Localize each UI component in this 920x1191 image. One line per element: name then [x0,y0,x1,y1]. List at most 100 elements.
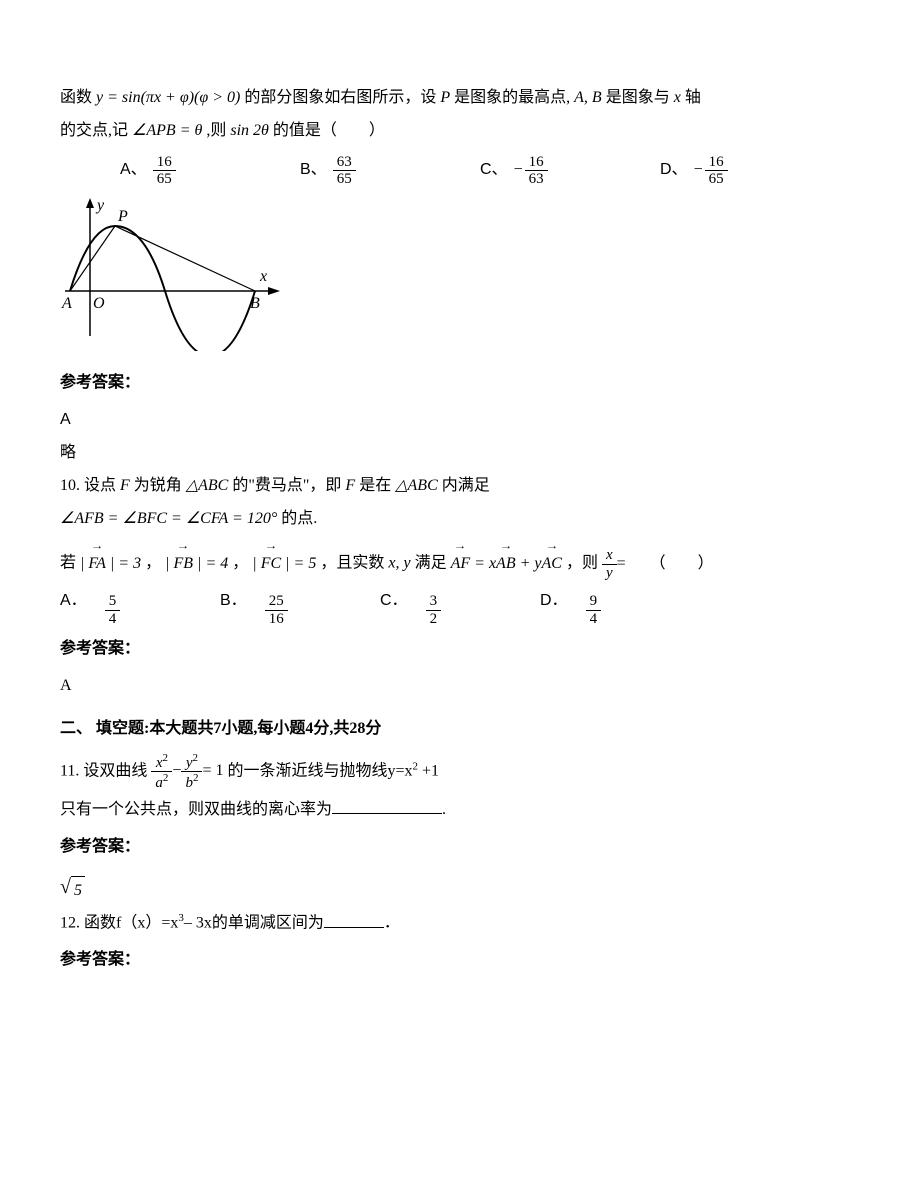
formula-angle: ∠APB = θ [132,122,202,139]
text: ,则 [206,122,226,139]
frac-num: 16 [525,154,548,172]
text: ． [384,915,400,932]
q11-line2: 只有一个公共点，则双曲线的离心率为. [60,796,860,825]
option-label: A． [60,587,87,616]
text: ， [232,555,248,572]
q9-option-b: B、 6365 [300,154,480,188]
frac-num: 16 [153,154,176,172]
q9-option-a: A、 1665 [120,154,300,188]
frac-num-var: x [156,755,163,771]
option-label: C、 [480,156,508,185]
text: 的值是（ ） [273,122,385,139]
q9-answer: A [60,406,860,435]
text: 是在 [359,477,391,494]
answer-blank [324,911,384,928]
answer-blank [332,797,442,814]
text: （ ） [650,555,714,572]
q10-option-d: D． 94 [540,587,700,627]
text: 只有一个公共点，则双曲线的离心率为 [60,801,332,818]
option-label: C． [380,587,408,616]
text: 12. 函数f（x）=x [60,915,178,932]
frac-den-var: b [185,775,193,791]
q12-line1: 12. 函数f（x）=x3– 3x的单调减区间为． [60,909,860,938]
q10-option-b: B． 2516 [220,587,380,627]
frac-den: y [602,565,617,582]
len-fa: | FA | = 3 [80,555,141,572]
point-p-label: P [117,208,128,225]
origin-label: O [93,295,105,312]
q10-options: A． 54 B． 2516 C． 32 D． 94 [60,587,860,627]
triangle: △ABC [186,477,229,494]
q9-line1: 函数 y = sin(πx + φ)(φ > 0) 的部分图象如右图所示，设 P… [60,84,860,113]
text: 满足 [415,555,447,572]
text: 10. 设点 [60,477,116,494]
sine-graph-svg: y x P A O B [60,196,290,351]
point-a-label: A [61,295,72,312]
q9-option-d: D、 −1665 [660,154,840,188]
option-label: B． [220,587,247,616]
triangle: △ABC [395,477,438,494]
option-label: D． [540,587,568,616]
point-b-label: B [250,295,260,312]
frac-num: 63 [333,154,356,172]
sqrt-val: 5 [71,876,85,906]
frac-num: 5 [105,593,121,611]
frac-num: 16 [705,154,728,172]
axis-x-label: x [259,268,267,285]
text: ， [145,555,161,572]
angle-formula: ∠AFB = ∠BFC = ∠CFA = 120° [60,510,277,527]
section-2-header: 二、 填空题:本大题共7小题,每小题4分,共28分 [60,715,860,744]
len-fc: | FC | = 5 [252,555,316,572]
frac-den-var: a [155,775,163,791]
eq-one: = 1 [202,757,223,786]
frac-num: x [602,547,617,565]
eq: = [617,550,626,579]
answer-label: 参考答案： [60,635,860,664]
text: 为锐角 [134,477,182,494]
frac-den: 4 [105,611,121,628]
q10-line2: ∠AFB = ∠BFC = ∠CFA = 120° 的点. [60,505,860,534]
vector-eq: AF = xAB + yAC [451,555,562,572]
len-fb: | FB | = 4 [165,555,228,572]
text: . [442,801,446,818]
frac-den: 2 [426,611,442,628]
q11-answer: √5 [60,869,860,905]
text: 的一条渐近线与抛物线y=x [227,762,412,779]
q11-line1: 11. 设双曲线 x2 a2 − y2 b2 = 1 的一条渐近线与抛物线y=x… [60,752,860,792]
q9-line2: 的交点,记 ∠APB = θ ,则 sin 2θ 的值是（ ） [60,117,860,146]
frac-den: 65 [153,171,176,188]
answer-label: 参考答案： [60,369,860,398]
frac-num: 3 [426,593,442,611]
text: 轴 [685,89,701,106]
frac-den: 63 [525,171,548,188]
q9-options: A、 1665 B、 6365 C、 −1663 D、 −1665 [120,154,860,188]
frac-den: 65 [705,171,728,188]
formula-sin: sin 2θ [230,122,269,139]
q10-answer: A [60,672,860,701]
text: 是图象与 [606,89,670,106]
answer-label: 参考答案： [60,833,860,862]
text: 的"费马点"，即 [232,477,341,494]
q10-option-a: A． 54 [60,587,220,627]
option-label: D、 [660,156,688,185]
text: 的交点,记 [60,122,128,139]
text: ，则 [566,555,598,572]
text: 11. 设双曲线 [60,762,147,779]
answer-label: 参考答案： [60,946,860,975]
q10-option-c: C． 32 [380,587,540,627]
option-label: A、 [120,156,147,185]
option-label: B、 [300,156,327,185]
q10-line3: 若 | FA | = 3 ， | FB | = 4 ， | FC | = 5 ，… [60,547,860,581]
var: F [345,477,355,494]
frac-num: 25 [265,593,288,611]
text: 的点. [281,510,317,527]
frac-den: 4 [586,611,602,628]
minus: − [172,757,181,786]
q9-omitted: 略 [60,439,860,468]
text: ，且实数 [320,555,384,572]
axis-y-label: y [95,197,105,214]
ratio: xy = [602,547,626,581]
frac-den: 65 [333,171,356,188]
var-p: P [440,89,450,106]
frac-num: 9 [586,593,602,611]
